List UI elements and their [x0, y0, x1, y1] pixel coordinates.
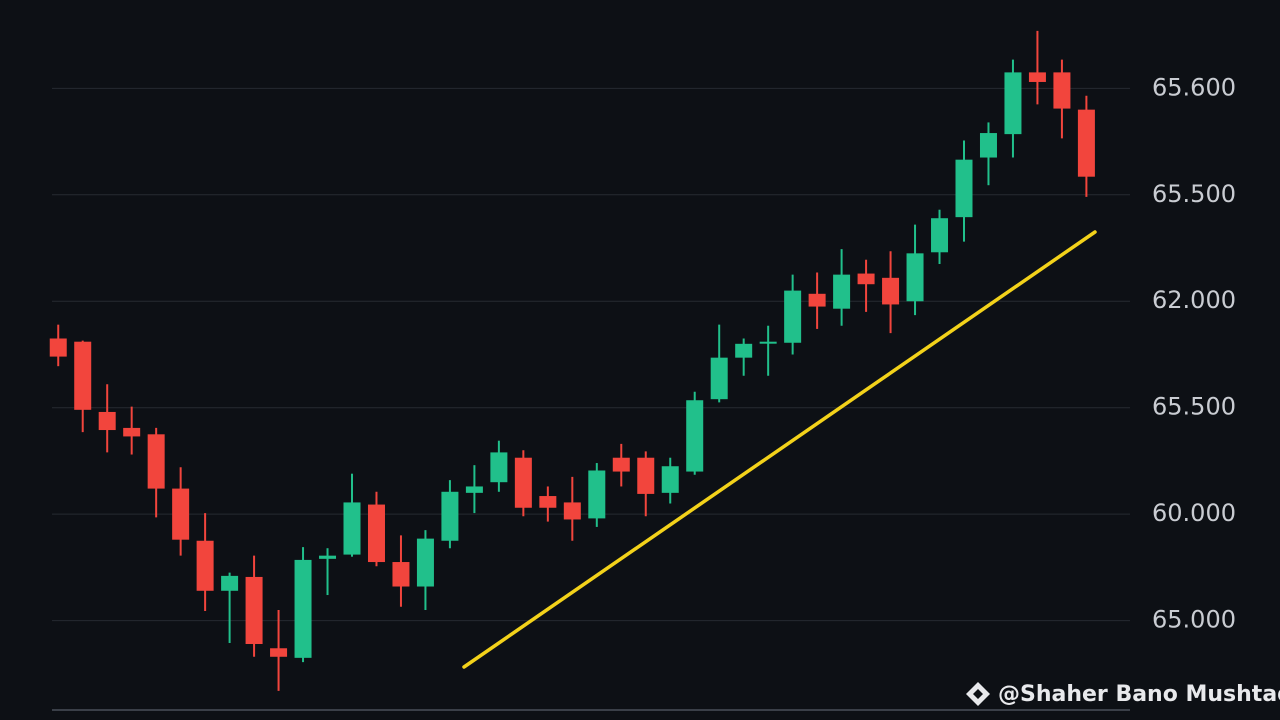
candle-body — [147, 434, 165, 489]
candle-body — [539, 496, 557, 508]
candle-body — [196, 540, 214, 591]
candle-body — [392, 562, 410, 587]
trend-line — [462, 230, 1097, 669]
candle-body — [710, 357, 728, 400]
candle-body — [833, 274, 851, 309]
candle-body — [563, 502, 581, 520]
y-tick-label: 65.500 — [1152, 393, 1236, 421]
candle-body — [416, 538, 434, 587]
candle-body — [1004, 72, 1022, 135]
logo — [966, 682, 990, 706]
candle-body — [955, 159, 973, 218]
candle-body — [637, 457, 655, 494]
candle-body — [294, 559, 312, 658]
candle-body — [441, 491, 459, 541]
candle-body — [735, 343, 753, 358]
candle-body — [931, 218, 949, 253]
y-tick-label: 62.000 — [1152, 286, 1236, 314]
y-tick-label: 65.600 — [1152, 73, 1236, 101]
candle-body — [514, 457, 532, 508]
candle-body — [759, 341, 777, 344]
candle-body — [882, 277, 900, 305]
candle-body — [1053, 72, 1071, 109]
candle-body — [98, 411, 116, 431]
candle-body — [343, 502, 361, 555]
candle-body — [588, 470, 606, 519]
candle-body — [1028, 72, 1046, 82]
candle-body — [319, 555, 337, 559]
y-tick-label: 65.500 — [1152, 180, 1236, 208]
watermark: @Shaher Bano Mushtaq — [998, 682, 1280, 707]
candle-body — [979, 133, 997, 158]
plot — [49, 30, 1130, 691]
y-tick-label: 60.000 — [1152, 499, 1236, 527]
candle-body — [686, 400, 704, 472]
y-tick-label: 65.000 — [1152, 606, 1236, 634]
candle-body — [661, 466, 679, 493]
candle-body — [172, 488, 190, 540]
candle-body — [857, 273, 875, 285]
candle-body — [784, 290, 802, 343]
candle-body — [49, 338, 67, 357]
candle-body — [1077, 109, 1095, 177]
candle-body — [270, 648, 288, 657]
candle-body — [808, 293, 826, 307]
candle-body — [245, 576, 263, 645]
candle-body — [906, 253, 924, 302]
candle-body — [123, 427, 141, 437]
candle-body — [74, 341, 92, 410]
candle-body — [612, 457, 630, 472]
candle-body — [490, 452, 508, 483]
candle-body — [465, 486, 483, 493]
candle-body — [367, 504, 385, 563]
candle-body — [221, 575, 239, 591]
